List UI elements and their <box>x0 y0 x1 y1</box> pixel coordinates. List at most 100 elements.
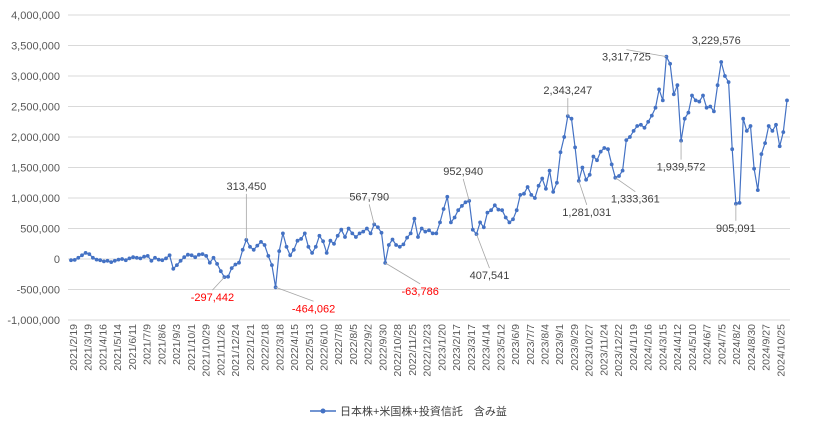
data-point <box>397 244 402 249</box>
x-tick-label: 2023/11/24 <box>598 324 610 376</box>
data-point <box>445 194 450 199</box>
x-tick-label: 2024/5/10 <box>687 324 699 371</box>
data-point <box>145 254 150 258</box>
data-label: 3,317,725 <box>602 52 651 64</box>
data-point <box>270 263 274 267</box>
data-point <box>693 98 698 103</box>
data-point <box>197 252 201 257</box>
data-point <box>120 257 124 261</box>
data-point <box>123 258 128 263</box>
data-point <box>522 191 526 196</box>
x-tick-label: 2021/5/14 <box>112 324 124 371</box>
x-tick-label: 2022/1/21 <box>245 324 257 371</box>
x-tick-label: 2023/9/1 <box>554 324 566 365</box>
data-point <box>357 231 362 236</box>
x-tick-label: 2021/11/26 <box>215 324 227 376</box>
data-point <box>215 262 220 266</box>
x-axis-tick-labels: 2021/2/19 2021/3/19 2021/4/16 2021/5/14 2021… <box>68 324 787 377</box>
data-point <box>748 124 753 128</box>
data-point <box>379 230 384 235</box>
data-point <box>160 258 165 263</box>
data-point <box>774 122 778 127</box>
x-tick-label: 2021/6/11 <box>127 324 139 370</box>
data-point <box>533 196 537 200</box>
data-point <box>109 260 114 264</box>
data-point <box>708 104 713 109</box>
data-point <box>321 239 325 244</box>
data-point <box>438 220 442 225</box>
data-point <box>427 228 431 233</box>
data-point <box>485 210 490 215</box>
data-point <box>744 129 749 133</box>
data-point <box>343 235 347 239</box>
data-point <box>251 247 256 252</box>
data-point <box>390 237 395 242</box>
data-point <box>72 258 77 262</box>
x-tick-label: 2021/4/16 <box>97 324 109 371</box>
x-tick-label: 2023/3/17 <box>466 324 478 371</box>
data-label-leader <box>212 276 225 291</box>
data-point <box>394 243 398 247</box>
data-point <box>94 257 99 262</box>
data-point <box>288 253 293 258</box>
data-point <box>690 93 694 98</box>
data-point <box>178 258 183 263</box>
y-tick-label: 1,500,000 <box>11 163 60 175</box>
data-point <box>507 220 512 225</box>
data-point <box>419 226 424 231</box>
data-point <box>339 227 344 232</box>
data-point <box>755 188 760 193</box>
data-point <box>376 225 380 230</box>
data-point <box>697 99 702 104</box>
data-point <box>511 217 515 222</box>
x-tick-label: 2024/9/27 <box>761 324 773 371</box>
data-point <box>467 199 472 203</box>
x-tick-label: 2022/11/25 <box>407 324 419 376</box>
data-point <box>328 238 333 243</box>
legend-series-label: 日本株+米国株+投資信託 含み益 <box>340 404 507 418</box>
data-point <box>98 258 103 263</box>
data-point <box>218 269 223 274</box>
legend: 日本株+米国株+投資信託 含み益 <box>310 404 507 418</box>
data-point <box>365 226 369 231</box>
data-point <box>620 168 625 173</box>
data-label-leader <box>578 180 588 205</box>
x-tick-label: 2023/7/7 <box>525 324 537 365</box>
data-point <box>470 227 475 232</box>
x-tick-label: 2024/1/19 <box>628 324 640 371</box>
data-point <box>569 116 574 121</box>
x-tick-label: 2022/12/23 <box>422 324 434 377</box>
gridlines <box>68 14 790 321</box>
data-point <box>255 243 260 248</box>
y-axis-tick-labels: 4,000,000 3,500,000 3,000,000 2,500,000 2,00… <box>7 10 60 327</box>
data-point <box>631 129 636 133</box>
data-point <box>456 208 461 213</box>
data-point <box>759 152 764 157</box>
x-tick-label: 2022/8/5 <box>348 324 360 365</box>
data-point <box>69 258 73 263</box>
data-point <box>496 207 501 212</box>
data-point <box>317 233 322 238</box>
x-tick-label: 2021/7/9 <box>142 324 154 365</box>
data-point <box>781 130 786 135</box>
data-label: 1,333,361 <box>611 194 660 206</box>
data-point <box>489 208 493 213</box>
data-point <box>211 255 216 260</box>
data-point <box>277 249 282 254</box>
data-point <box>547 168 552 173</box>
data-point <box>675 83 680 88</box>
data-label: 905,091 <box>716 223 756 235</box>
data-point <box>423 229 428 234</box>
data-point <box>573 145 577 150</box>
data-point <box>785 98 789 103</box>
data-point <box>591 154 596 159</box>
x-tick-label: 2024/6/7 <box>702 324 714 365</box>
data-point <box>229 266 234 270</box>
data-point <box>701 93 705 98</box>
x-tick-label: 2023/6/9 <box>510 324 522 365</box>
x-tick-label: 2021/10/1 <box>186 324 198 371</box>
data-point <box>562 135 567 139</box>
data-labels: -297,442 313,450 -464,062 567,790 -63,786 952… <box>191 35 756 315</box>
data-point <box>302 231 307 236</box>
data-point <box>153 255 157 260</box>
